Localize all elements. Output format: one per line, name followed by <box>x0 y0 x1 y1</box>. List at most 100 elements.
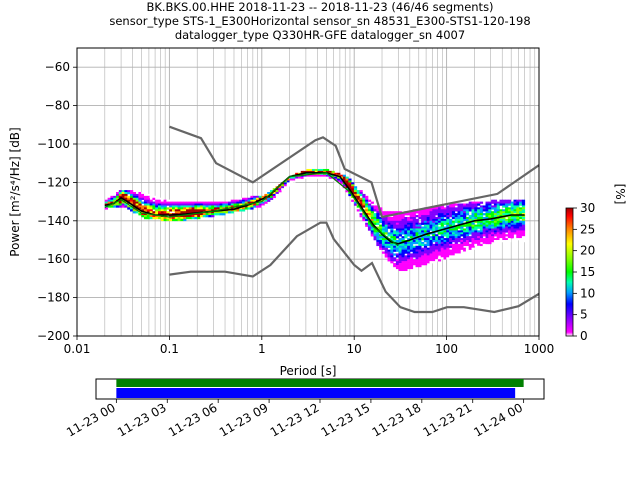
pdf-cell <box>311 174 316 177</box>
pdf-cell <box>437 253 442 256</box>
pdf-cell <box>359 201 363 204</box>
pdf-cell <box>457 236 461 239</box>
pdf-cell <box>519 240 523 243</box>
pdf-cell <box>197 215 201 218</box>
pdf-cell <box>407 255 411 258</box>
pdf-cell <box>488 222 492 225</box>
pdf-cell <box>507 240 512 243</box>
x-tick-label: 0.01 <box>64 342 91 356</box>
pdf-cell <box>387 257 391 260</box>
pdf-cell <box>491 211 495 214</box>
pdf-cell <box>205 203 209 206</box>
pdf-cell <box>446 216 450 220</box>
pdf-cell <box>443 230 447 233</box>
pdf-cell <box>513 228 517 231</box>
pdf-cell <box>404 261 408 264</box>
pdf-cell <box>488 220 492 224</box>
pdf-cell <box>435 240 439 243</box>
pdf-cell <box>496 209 500 212</box>
pdf-cell <box>398 263 402 266</box>
pdf-cell <box>426 243 430 247</box>
pdf-cell <box>493 220 498 224</box>
pdf-cell <box>194 201 198 204</box>
pdf-cell <box>163 211 167 214</box>
pdf-cell <box>239 201 243 204</box>
pdf-cell <box>426 215 430 218</box>
pdf-cell <box>482 243 486 247</box>
pdf-cell <box>465 209 470 212</box>
pdf-cell <box>241 207 246 210</box>
pdf-cell <box>437 247 442 250</box>
pdf-cell <box>460 218 464 222</box>
pdf-cell <box>418 263 422 266</box>
pdf-cell <box>177 209 181 212</box>
pdf-cell <box>211 215 215 218</box>
pdf-cell <box>418 234 422 237</box>
pdf-cell <box>457 232 461 235</box>
pdf-cell <box>423 232 428 235</box>
pdf-cell <box>502 199 506 202</box>
pdf-cell <box>180 203 184 206</box>
pdf-cell <box>314 174 318 177</box>
pdf-cell <box>146 216 151 220</box>
pdf-cell <box>418 238 422 241</box>
pdf-cell <box>493 224 498 227</box>
pdf-cell <box>393 220 397 224</box>
pdf-cell <box>507 215 512 218</box>
pdf-cell <box>418 215 422 218</box>
pdf-cell <box>157 209 162 212</box>
pdf-cell <box>353 195 358 199</box>
pdf-cell <box>138 203 142 206</box>
pdf-cell <box>325 174 330 177</box>
pdf-cell <box>160 209 164 212</box>
pdf-cell <box>440 247 444 250</box>
pdf-cell <box>516 222 520 225</box>
pdf-cell <box>454 241 458 245</box>
pdf-cell <box>244 199 248 202</box>
pdf-cell <box>409 228 414 231</box>
pdf-cell <box>502 234 506 237</box>
pdf-cell <box>381 211 386 214</box>
pdf-cell <box>423 257 428 260</box>
pdf-cell <box>334 176 338 179</box>
pdf-cell <box>432 251 436 254</box>
pdf-cell <box>401 240 405 243</box>
pdf-cell <box>157 211 162 214</box>
pdf-cell <box>482 230 486 233</box>
pdf-cell <box>521 209 526 212</box>
pdf-cell <box>331 178 335 181</box>
pdf-cell <box>488 241 492 245</box>
pdf-cell <box>460 224 464 227</box>
pdf-cell <box>177 211 181 214</box>
pdf-cell <box>166 199 170 202</box>
pdf-cell <box>250 201 254 204</box>
pdf-cell <box>208 201 212 204</box>
pdf-cell <box>395 226 400 229</box>
pdf-cell <box>474 213 478 216</box>
pdf-cell <box>415 253 419 256</box>
pdf-cell <box>351 184 355 187</box>
pdf-cell <box>278 186 282 189</box>
pdf-cell <box>451 226 456 229</box>
pdf-cell <box>401 263 405 266</box>
pdf-cell <box>432 224 436 227</box>
pdf-cell <box>169 207 173 210</box>
pdf-cell <box>493 215 498 218</box>
y-tick-label: −80 <box>45 99 70 113</box>
pdf-cell <box>423 213 428 216</box>
pdf-cell <box>491 228 495 231</box>
pdf-cell <box>449 236 453 239</box>
pdf-cell <box>395 222 400 225</box>
pdf-cell <box>521 232 526 235</box>
pdf-cell <box>211 201 215 204</box>
pdf-cell <box>451 251 456 254</box>
pdf-cell <box>194 216 198 220</box>
pdf-cell <box>471 222 475 225</box>
pdf-cell <box>485 230 489 233</box>
pdf-cell <box>166 218 170 222</box>
pdf-cell <box>230 209 234 212</box>
pdf-cell <box>415 264 419 268</box>
pdf-cell <box>401 249 405 252</box>
pdf-cell <box>166 216 170 220</box>
timeline-tick-label: 11-23 18 <box>370 400 424 439</box>
